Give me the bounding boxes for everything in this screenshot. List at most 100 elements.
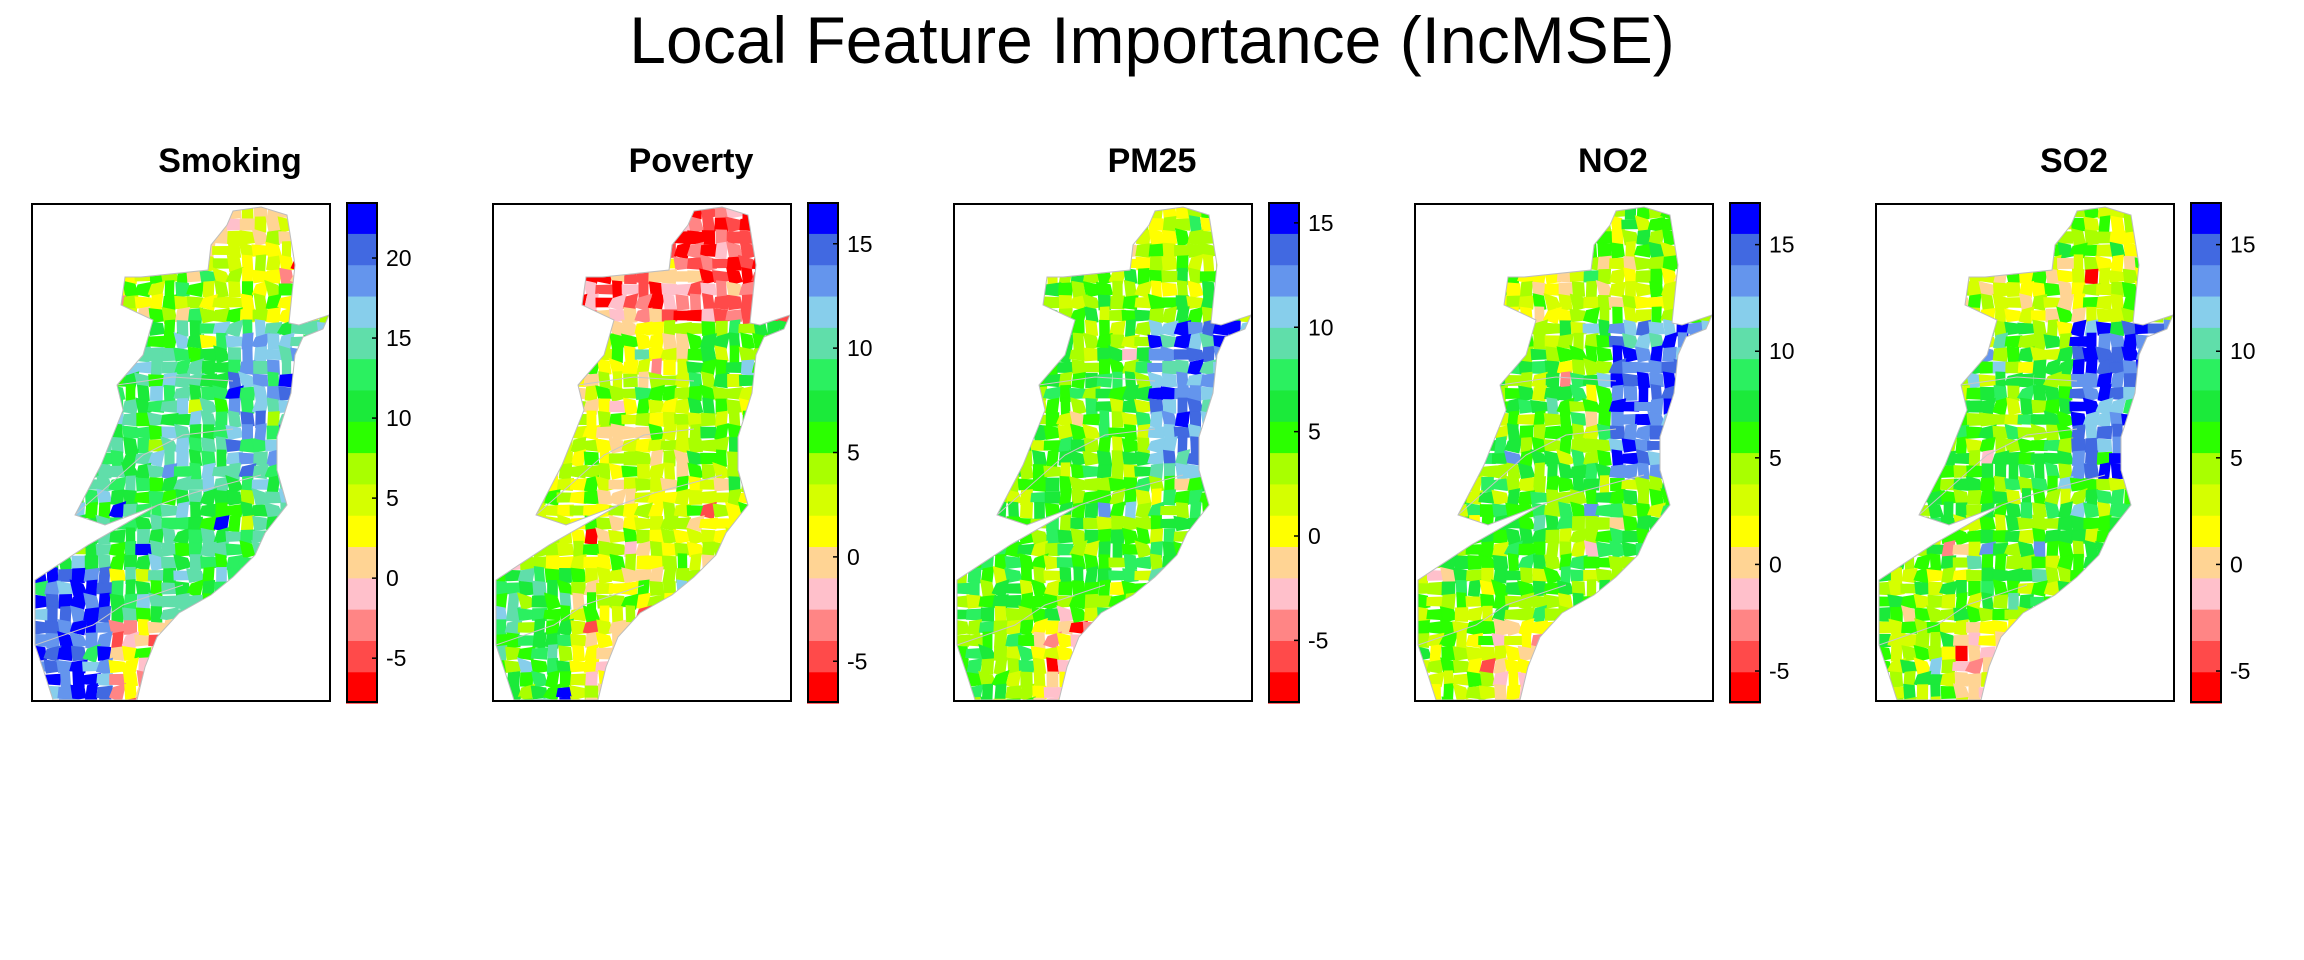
county-cell bbox=[2070, 319, 2087, 338]
county-cell bbox=[1622, 373, 1640, 388]
county-cell bbox=[1981, 592, 1994, 611]
state-boundary bbox=[74, 428, 234, 516]
county-cell bbox=[1095, 401, 1114, 412]
county-cell bbox=[1227, 334, 1242, 349]
county-cell bbox=[239, 308, 256, 323]
county-cell bbox=[1635, 309, 1652, 322]
county-cell bbox=[1570, 540, 1587, 559]
county-cell bbox=[714, 217, 729, 232]
county-cell bbox=[1005, 607, 1022, 622]
county-cell bbox=[496, 670, 507, 689]
county-cell bbox=[1071, 502, 1086, 519]
county-cell bbox=[1929, 553, 1942, 572]
colorbar-swatch bbox=[807, 640, 839, 673]
county-cell bbox=[1110, 334, 1125, 349]
county-cell bbox=[225, 503, 244, 518]
county-cell bbox=[1585, 411, 1598, 428]
county-cell bbox=[623, 451, 638, 466]
county-cell bbox=[176, 398, 189, 415]
county-cell bbox=[1638, 384, 1649, 403]
county-cell bbox=[227, 241, 242, 260]
county-cell bbox=[1111, 411, 1124, 428]
county-cell bbox=[636, 397, 651, 416]
county-cells bbox=[35, 207, 329, 700]
colorbar-swatch bbox=[807, 609, 839, 641]
colorbar-swatch bbox=[346, 358, 378, 391]
colorbar-tick-label: 10 bbox=[1769, 338, 1795, 364]
county-cell bbox=[1096, 373, 1113, 388]
county-cell bbox=[1187, 526, 1204, 546]
county-cell bbox=[2073, 553, 2084, 572]
county-cell bbox=[85, 501, 98, 520]
county-cell bbox=[187, 594, 204, 609]
county-cell bbox=[135, 397, 152, 416]
county-cell bbox=[2070, 529, 2087, 544]
county-cell bbox=[966, 594, 983, 609]
county-cell bbox=[585, 671, 598, 688]
county-cell bbox=[608, 542, 627, 557]
county-cell bbox=[1585, 280, 1598, 299]
county-cell bbox=[1469, 515, 1480, 532]
county-cell bbox=[58, 698, 73, 700]
county-cell bbox=[135, 477, 152, 492]
colorbar-tick-label: 0 bbox=[2230, 551, 2243, 577]
county-cell bbox=[135, 607, 152, 622]
county-cell bbox=[213, 231, 230, 244]
county-cell bbox=[1557, 462, 1574, 481]
county-cell bbox=[993, 698, 1008, 700]
county-cell bbox=[701, 321, 716, 336]
county-cell bbox=[714, 359, 729, 376]
county-cell bbox=[1531, 360, 1548, 375]
county-cell bbox=[1045, 620, 1060, 635]
county-cell bbox=[265, 229, 282, 246]
region-outline bbox=[495, 206, 790, 700]
county-cell bbox=[1992, 594, 2009, 609]
county-cell bbox=[740, 305, 755, 325]
colorbar-tick-label: 10 bbox=[847, 335, 873, 361]
county-cell bbox=[1454, 607, 1469, 622]
county-cell bbox=[1519, 696, 1534, 700]
county-cell bbox=[161, 489, 178, 506]
county-cell bbox=[1429, 644, 1442, 663]
county-cell bbox=[253, 293, 268, 312]
county-cell bbox=[1887, 686, 1906, 699]
county-cell bbox=[254, 423, 267, 442]
colorbar-swatch bbox=[2190, 609, 2222, 641]
county-cell bbox=[1966, 569, 1983, 582]
county-cell bbox=[1478, 685, 1497, 700]
county-cell bbox=[517, 542, 536, 557]
county-cell bbox=[1597, 268, 1612, 285]
county-cell bbox=[2069, 336, 2088, 347]
county-cell bbox=[251, 479, 270, 490]
county-cell bbox=[137, 437, 150, 454]
county-cell bbox=[2043, 596, 2062, 607]
colorbar-swatch bbox=[1729, 640, 1761, 673]
county-cell bbox=[714, 241, 729, 260]
colorbar-swatch bbox=[346, 233, 378, 266]
state-boundary bbox=[577, 376, 695, 386]
colorbar-swatch bbox=[1729, 389, 1761, 422]
county-cell bbox=[994, 683, 1007, 700]
colorbar-tick-label: 0 bbox=[847, 544, 860, 570]
colorbar-no2: -5 0 5 10 15 bbox=[1729, 202, 1795, 704]
county-cell bbox=[1111, 462, 1124, 481]
county-cell bbox=[1634, 243, 1653, 258]
county-cell bbox=[543, 682, 562, 700]
county-cell bbox=[1121, 437, 1140, 453]
county-cell bbox=[2018, 452, 2035, 465]
state-boundary bbox=[957, 584, 1106, 646]
county-cell bbox=[634, 517, 653, 530]
county-cell bbox=[111, 436, 124, 455]
county-cell bbox=[663, 450, 676, 467]
county-cell bbox=[1427, 581, 1444, 596]
county-cell bbox=[2017, 322, 2036, 335]
county-cell bbox=[200, 541, 217, 558]
colorbar-swatch bbox=[1268, 577, 1300, 610]
county-cell bbox=[1084, 566, 1099, 585]
figure-title: Local Feature Importance (IncMSE) bbox=[629, 3, 1675, 77]
colorbar-swatch bbox=[807, 671, 839, 704]
county-cell bbox=[1571, 516, 1586, 531]
colorbar-swatch bbox=[807, 358, 839, 391]
county-cell bbox=[1032, 657, 1047, 676]
county-cell bbox=[687, 348, 704, 361]
